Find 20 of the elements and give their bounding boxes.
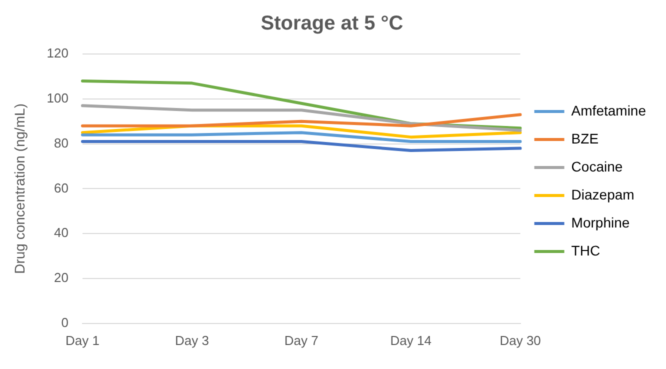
y-tick-label: 20 xyxy=(54,270,68,286)
y-axis-title: Drug concentration (ng/mL) xyxy=(11,103,28,274)
legend-label: Diazepam xyxy=(571,186,634,202)
y-tick-label: 0 xyxy=(61,314,68,330)
x-tick-label: Day 14 xyxy=(390,332,432,348)
y-tick-label: 120 xyxy=(46,46,68,61)
legend-label: Amfetamine xyxy=(571,102,646,118)
legend-label: THC xyxy=(571,242,600,258)
x-tick-label: Day 1 xyxy=(66,332,100,348)
x-tick-label: Day 3 xyxy=(174,332,209,348)
y-tick-label: 40 xyxy=(54,225,68,240)
y-tick-label: 60 xyxy=(54,180,68,196)
x-tick-label: Day 7 xyxy=(284,332,318,348)
x-tick-label: Day 30 xyxy=(500,332,541,348)
legend-label: Cocaine xyxy=(571,158,623,174)
legend-label: BZE xyxy=(571,130,599,146)
y-tick-label: 100 xyxy=(46,90,68,106)
y-tick-label: 80 xyxy=(54,135,68,150)
chart-title: Storage at 5 °C xyxy=(260,12,404,35)
legend-label: Morphine xyxy=(571,214,630,230)
